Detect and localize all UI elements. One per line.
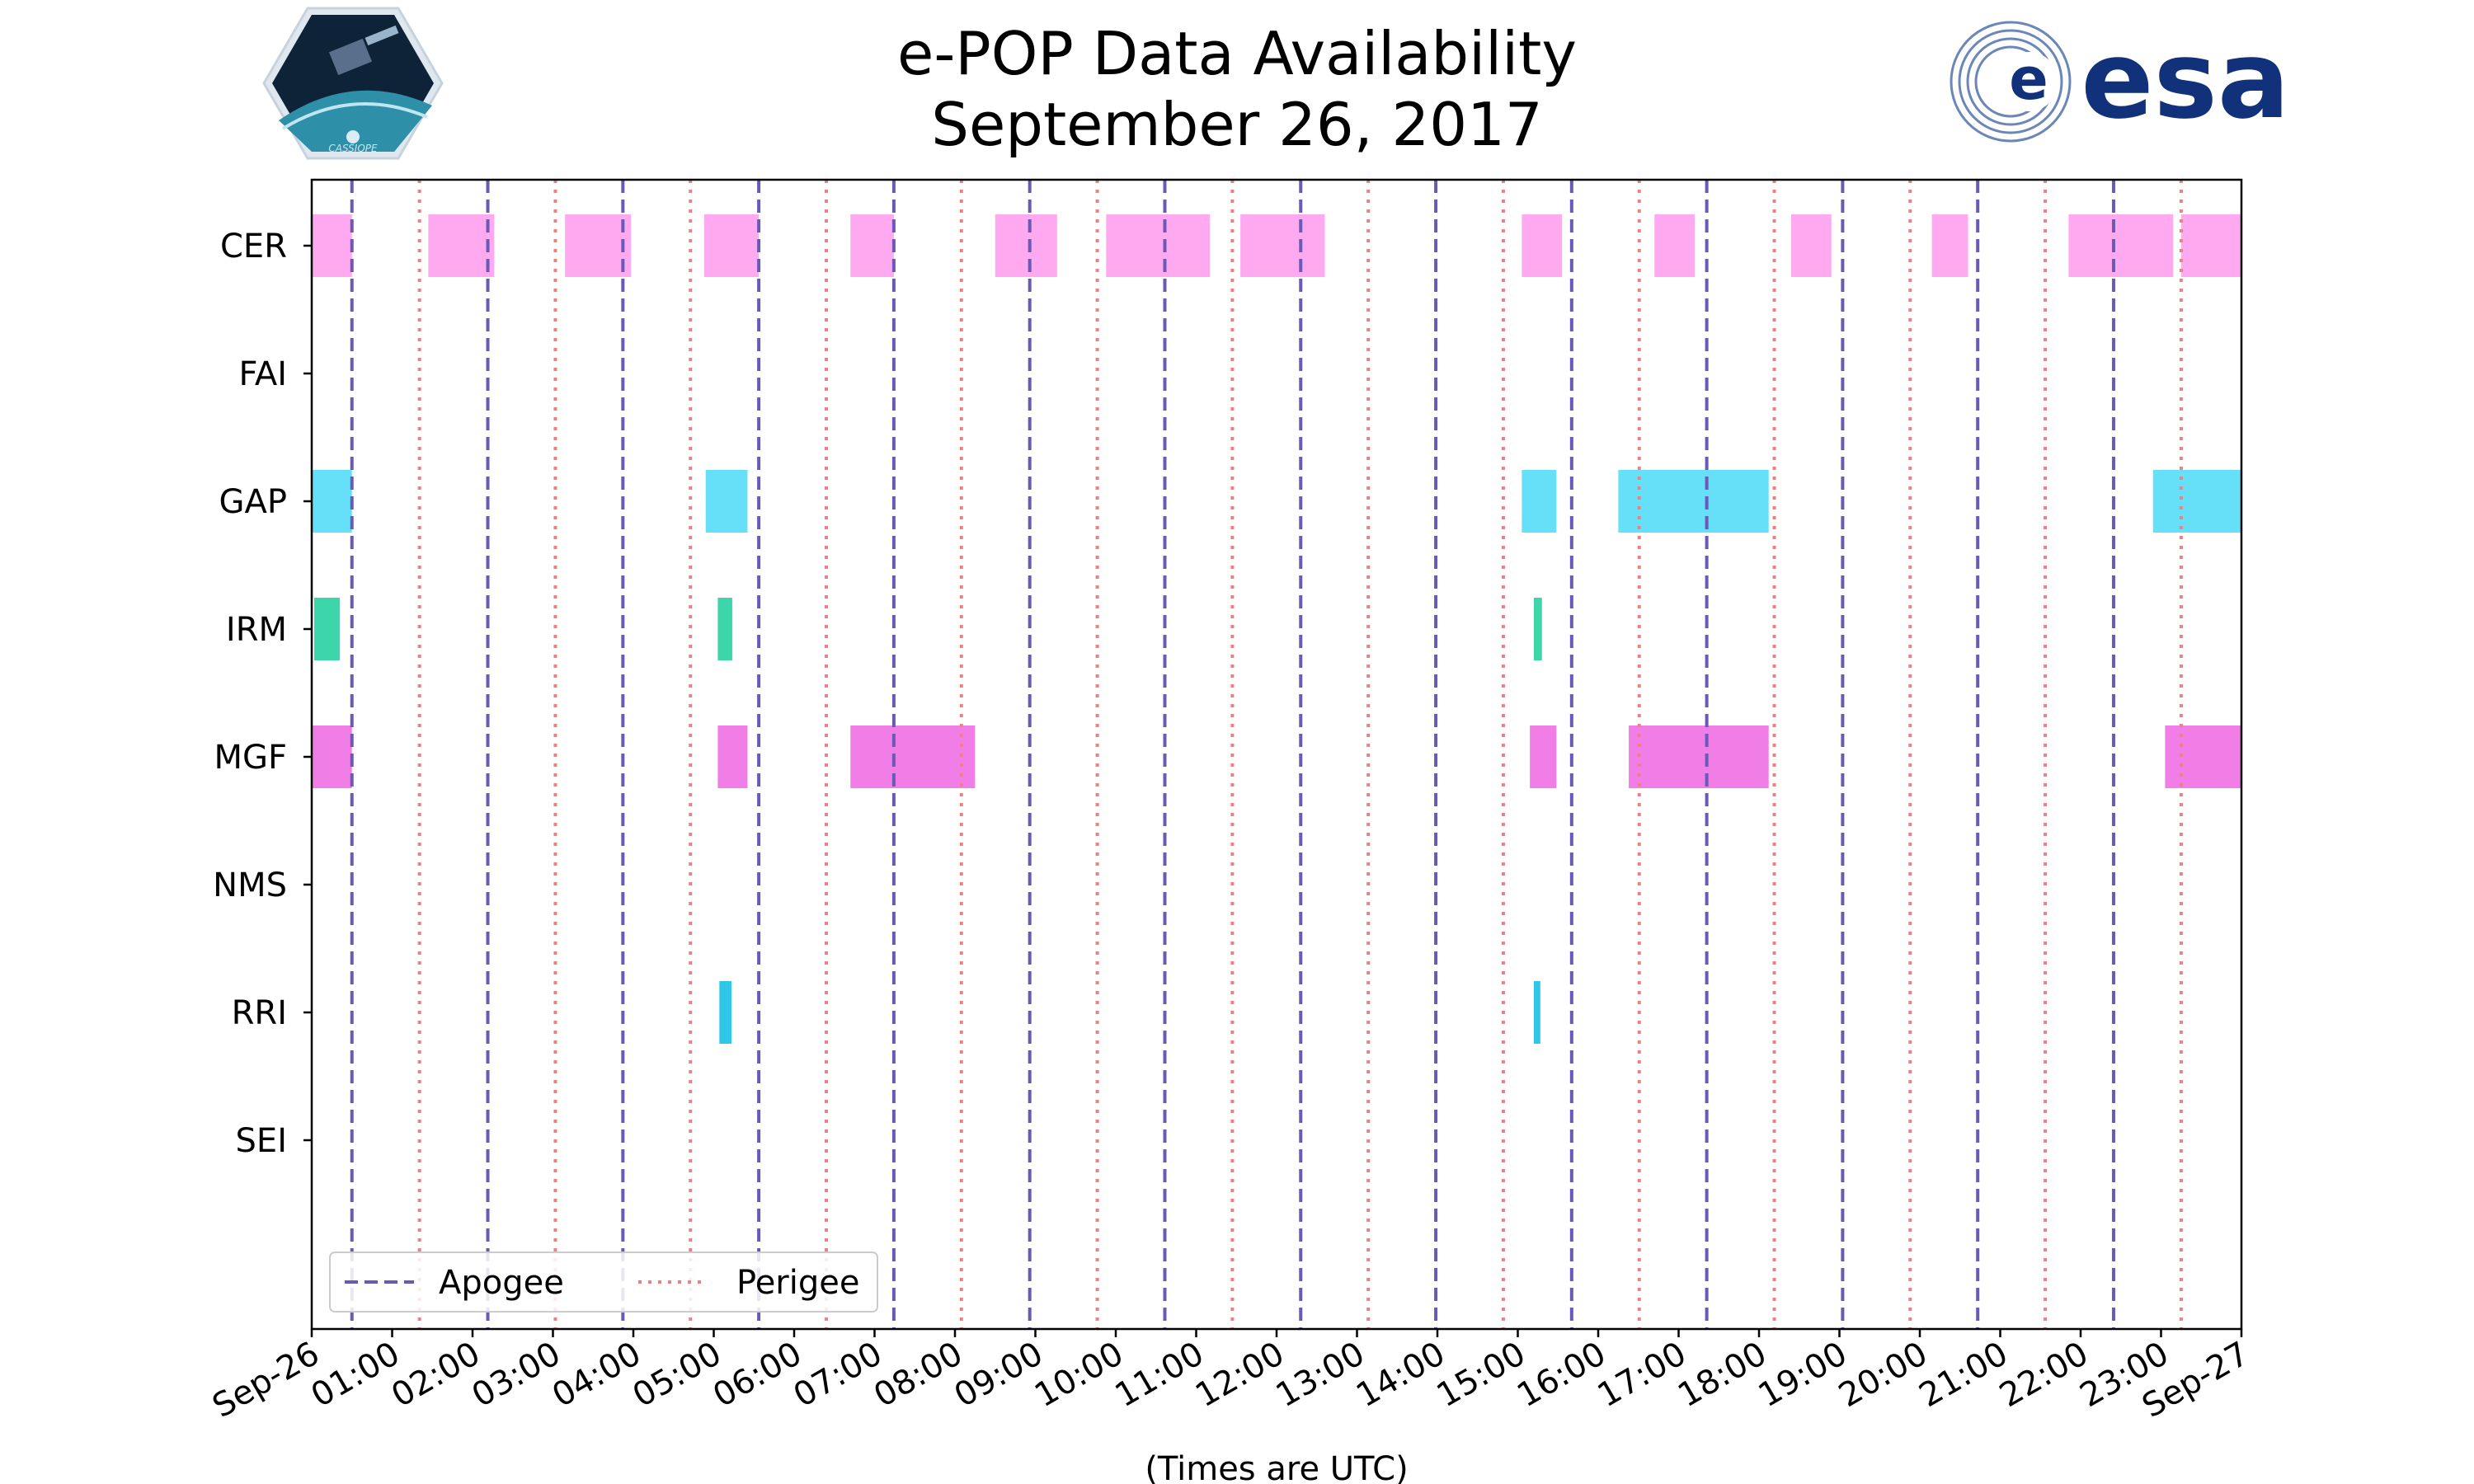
x-tick-label-4: 04:00 xyxy=(546,1335,647,1415)
bar-mgf-1 xyxy=(717,726,748,788)
y-tick-label-sei: SEI xyxy=(236,1122,287,1160)
y-tick-label-irm: IRM xyxy=(226,611,287,649)
chart-title-line-2: September 26, 2017 xyxy=(931,90,1543,159)
bar-cer-10 xyxy=(1791,214,1832,277)
bar-cer-5 xyxy=(995,214,1057,277)
x-tick-label-1: 01:00 xyxy=(305,1335,407,1415)
bar-gap-2 xyxy=(1522,470,1557,533)
x-tick-label-6: 06:00 xyxy=(707,1335,808,1415)
x-tick-label-8: 08:00 xyxy=(868,1335,969,1415)
x-tick-label-5: 05:00 xyxy=(627,1335,728,1415)
x-tick-label-11: 11:00 xyxy=(1109,1335,1211,1415)
bar-mgf-5 xyxy=(2165,726,2241,788)
legend-apogee-label: Apogee xyxy=(439,1264,564,1302)
bar-cer-2 xyxy=(565,214,632,277)
x-tick-label-21: 21:00 xyxy=(1913,1335,2015,1415)
bar-cer-3 xyxy=(703,214,760,277)
bar-cer-9 xyxy=(1654,214,1695,277)
legend-perigee-label: Perigee xyxy=(736,1264,859,1302)
bar-gap-4 xyxy=(2152,470,2241,533)
x-tick-label-3: 03:00 xyxy=(466,1335,567,1415)
x-tick-label-20: 20:00 xyxy=(1832,1335,1934,1415)
x-tick-label-7: 07:00 xyxy=(788,1335,889,1415)
chart-title: e-POP Data Availability September 26, 20… xyxy=(0,18,2474,160)
bar-gap-1 xyxy=(705,470,748,533)
bar-gap-3 xyxy=(1618,470,1769,533)
y-tick-label-rri: RRI xyxy=(232,994,287,1032)
bar-cer-13 xyxy=(2180,214,2241,277)
bar-cer-12 xyxy=(2068,214,2174,277)
bar-cer-11 xyxy=(1931,214,1968,277)
x-tick-label-2: 02:00 xyxy=(385,1335,487,1415)
x-tick-label-13: 13:00 xyxy=(1270,1335,1371,1415)
bar-cer-6 xyxy=(1106,214,1211,277)
bar-mgf-4 xyxy=(1629,726,1769,788)
x-tick-label-14: 14:00 xyxy=(1350,1335,1451,1415)
cassiope-logo-text: CASSIOPE xyxy=(328,143,378,154)
bar-irm-1 xyxy=(717,598,732,660)
plot-area-frame xyxy=(310,178,2243,1331)
x-tick-label-18: 18:00 xyxy=(1672,1335,1773,1415)
bar-mgf-0 xyxy=(312,726,352,788)
esa-logo-e-glyph: e xyxy=(2009,45,2048,113)
y-tick-label-mgf: MGF xyxy=(214,739,287,777)
y-tick-label-gap: GAP xyxy=(219,483,287,521)
esa-logo: e esa xyxy=(1950,20,2290,143)
x-tick-label-15: 15:00 xyxy=(1431,1335,1532,1415)
x-tick-label-16: 16:00 xyxy=(1511,1335,1612,1415)
bar-irm-0 xyxy=(313,598,341,660)
x-tick-label-17: 17:00 xyxy=(1592,1335,1693,1415)
bar-mgf-2 xyxy=(850,726,976,788)
legend: Apogee Perigee xyxy=(329,1252,878,1313)
y-tick-label-cer: CER xyxy=(220,228,287,265)
x-tick-label-22: 22:00 xyxy=(1993,1335,2095,1415)
bar-gap-0 xyxy=(312,470,352,533)
bar-irm-2 xyxy=(1534,598,1542,660)
legend-box xyxy=(329,1252,878,1313)
bar-cer-0 xyxy=(312,214,352,277)
y-tick-label-nms: NMS xyxy=(213,866,287,904)
x-tick-label-19: 19:00 xyxy=(1752,1335,1854,1415)
esa-logo-text: esa xyxy=(2081,20,2289,143)
bar-cer-7 xyxy=(1240,214,1325,277)
bar-cer-8 xyxy=(1522,214,1563,277)
bar-mgf-3 xyxy=(1530,726,1557,788)
y-tick-label-fai: FAI xyxy=(239,355,288,393)
x-tick-label-12: 12:00 xyxy=(1189,1335,1291,1415)
cassiope-logo: CASSIOPE xyxy=(262,7,444,160)
bar-rri-0 xyxy=(719,981,731,1044)
chart-title-line-1: e-POP Data Availability xyxy=(897,19,1577,88)
bar-cer-4 xyxy=(850,214,894,277)
x-tick-label-10: 10:00 xyxy=(1028,1335,1130,1415)
bar-rri-1 xyxy=(1534,981,1540,1044)
x-axis-label: (Times are UTC) xyxy=(1145,1450,1408,1484)
bar-cer-1 xyxy=(428,214,495,277)
x-tick-label-9: 09:00 xyxy=(948,1335,1050,1415)
